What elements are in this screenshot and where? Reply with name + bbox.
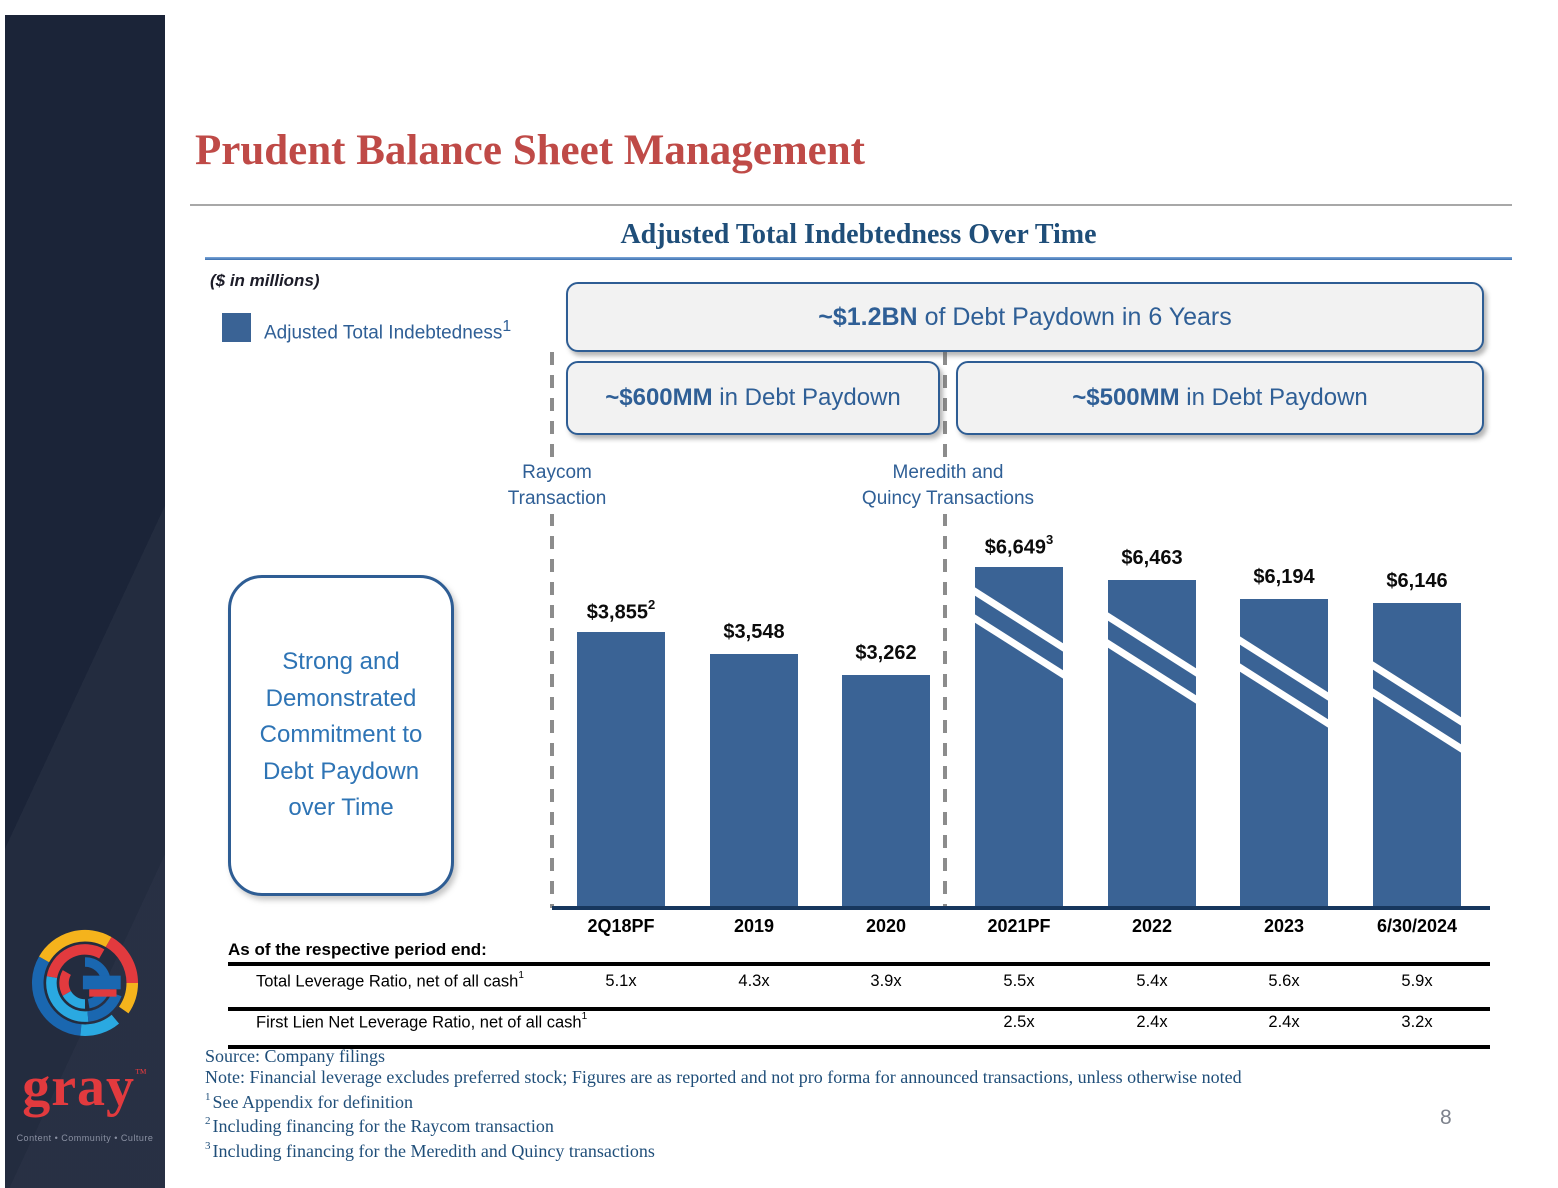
legend-swatch <box>222 313 251 342</box>
x-axis-label-2019: 2019 <box>733 916 775 936</box>
table-footnote-mark: 1 <box>518 970 524 981</box>
table-rule-middle <box>228 1007 1490 1011</box>
gray-logo-wordmark: gray™ <box>22 1056 148 1118</box>
legend-label: Adjusted Total Indebtedness1 <box>264 318 512 344</box>
meredith-divider-line <box>943 352 947 908</box>
callout-total-paydown: ~$1.2BN of Debt Paydown in 6 Years <box>566 282 1484 352</box>
page-number: 8 <box>1440 1106 1452 1129</box>
axis-break-stripes <box>1373 661 1461 753</box>
table-cell: 5.6x <box>1268 972 1300 990</box>
table-cell: 3.2x <box>1401 1013 1433 1031</box>
axis-break-stripes <box>1108 612 1196 704</box>
page-title: Prudent Balance Sheet Management <box>195 127 866 174</box>
table-rule-top <box>228 962 1490 966</box>
axis-break-stripes <box>975 587 1063 679</box>
table-cell: 5.1x <box>605 972 637 990</box>
footnote-line: Source: Company filings <box>205 1046 385 1066</box>
axis-break-stripes <box>1240 636 1328 728</box>
bar-2019 <box>710 654 798 908</box>
table-cell: 5.4x <box>1136 972 1168 990</box>
footnote-line: 2 Including financing for the Raycom tran… <box>205 1115 554 1137</box>
gray-logo-g-icon <box>32 929 139 1036</box>
footnote-sup: 1 <box>205 1090 211 1103</box>
table-rule-bottom <box>228 1045 1490 1049</box>
raycom-transaction-label: Raycom Transaction <box>463 458 651 514</box>
meredith-quincy-transaction-label: Meredith and Quincy Transactions <box>818 458 1078 514</box>
x-axis-label-2Q18PF: 2Q18PF <box>587 916 655 936</box>
table-footnote-mark: 1 <box>581 1011 588 1022</box>
bar-value-label: $6,463 <box>1121 547 1183 569</box>
x-axis-label-2023: 2023 <box>1263 916 1305 936</box>
commitment-callout-box: Strong and Demonstrated Commitment to De… <box>228 575 454 896</box>
table-row-label: First Lien Net Leverage Ratio, net of al… <box>256 1011 588 1032</box>
bar-value-label: $6,146 <box>1386 570 1448 592</box>
table-cell: 5.5x <box>1003 972 1035 990</box>
raycom-divider-line <box>550 352 554 908</box>
bar-2022 <box>1108 580 1196 908</box>
footnote-line: 1 See Appendix for definition <box>205 1090 413 1112</box>
bar-value-label: $6,6493 <box>984 532 1054 559</box>
chart-title: Adjusted Total Indebtedness Over Time <box>620 219 1097 250</box>
footnote-line: 3 Including financing for the Meredith an… <box>205 1140 655 1162</box>
trademark-symbol: ™ <box>135 1066 148 1080</box>
callout-500mm-paydown: ~$500MM in Debt Paydown <box>956 361 1484 435</box>
table-heading: As of the respective period end: <box>228 940 487 959</box>
bar-2020 <box>842 675 930 908</box>
table-cell: 2.4x <box>1268 1013 1300 1031</box>
bar-6/30/2024 <box>1373 603 1461 908</box>
legend-footnote-mark: 1 <box>502 318 512 335</box>
footnotes: Source: Company filings Note: Financial l… <box>205 1046 1415 1162</box>
bar-value-label: $3,548 <box>723 621 785 643</box>
footnote-line: Note: Financial leverage excludes prefer… <box>205 1066 1242 1087</box>
bar-2Q18PF <box>577 632 665 908</box>
table-cell: 3.9x <box>870 972 902 990</box>
bar-2023 <box>1240 599 1328 908</box>
chart-title-underline <box>205 257 1512 260</box>
bar-value-label: $3,8552 <box>586 597 656 624</box>
footnote-sup: 3 <box>205 1140 211 1153</box>
table-row-label: Total Leverage Ratio, net of all cash1 <box>256 970 524 991</box>
table-cell: 2.5x <box>1003 1013 1035 1031</box>
x-axis-label-2020: 2020 <box>865 916 907 936</box>
bar-value-label: $3,262 <box>855 642 917 664</box>
table-cell: 2.4x <box>1136 1013 1168 1031</box>
sidebar-panel: gray™ Content • Community • Culture <box>5 15 165 1188</box>
table-cell: 5.9x <box>1401 972 1433 990</box>
footnote-sup: 2 <box>205 1115 211 1128</box>
bar-value-label: $6,194 <box>1253 566 1315 588</box>
logo-tagline: Content • Community • Culture <box>16 1133 154 1143</box>
title-divider <box>190 204 1512 206</box>
callout-600mm-paydown: ~$600MM in Debt Paydown <box>566 361 940 435</box>
x-axis-label-6/30/2024: 6/30/2024 <box>1376 916 1458 936</box>
x-axis-label-2022: 2022 <box>1131 916 1173 936</box>
bar-2021PF <box>975 567 1063 908</box>
x-axis-label-2021PF: 2021PF <box>987 916 1051 936</box>
value-footnote-mark: 2 <box>647 597 656 612</box>
x-axis-line <box>552 906 1490 910</box>
table-cell: 4.3x <box>738 972 770 990</box>
value-footnote-mark: 3 <box>1045 532 1054 547</box>
units-note: ($ in millions) <box>210 271 320 290</box>
